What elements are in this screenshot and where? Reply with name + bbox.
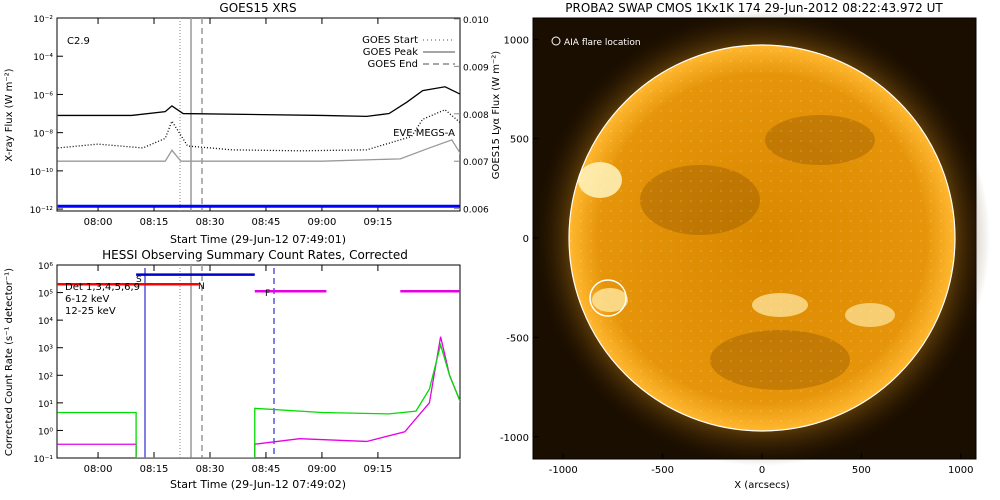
hessi-y-tick-label: 10³: [38, 345, 53, 355]
hessi-x-label: Start Time (29-Jun-12 07:49:02): [170, 478, 346, 491]
swap-flare-circle: [589, 279, 627, 317]
goes-x-tick-label: 09:00: [308, 217, 337, 228]
goes-panel: GOES15 XRS 08:00 08:15 08:30 08:45 09:00 09:1…: [4, 1, 502, 246]
goes-eve-label: EVE MEGS-A: [393, 128, 455, 139]
swap-legend-circle: [551, 36, 561, 46]
goes-y-tick-right-label: 0.008: [463, 111, 489, 121]
hessi-y-tick-label: 10²: [38, 372, 53, 382]
hessi-panel: HESSI Observing Summary Count Rates, Cor…: [4, 248, 461, 491]
swap-x-label: X (arcsecs): [734, 480, 790, 491]
goes-legend: GOES Start GOES Peak GOES End: [362, 35, 455, 70]
hessi-series-group: [57, 273, 460, 458]
hessi-series-6-12-kev: [57, 336, 460, 458]
swap-x-tick-label: 0: [759, 465, 765, 476]
hessi-y-label: Corrected Count Rate (s⁻¹ detector⁻¹): [4, 268, 15, 456]
goes-y-label: X-ray Flux (W m⁻²): [4, 68, 15, 161]
goes-series-long: [57, 86, 460, 118]
swap-x-axis: -1000 -500 0 500 1000: [549, 453, 973, 476]
swap-x-tick-label: 500: [852, 465, 871, 476]
goes-legend-peak: GOES Peak: [363, 47, 418, 58]
goes-y-tick-label: 10⁻¹²: [30, 206, 54, 216]
swap-y-tick-label: -1000: [500, 433, 529, 444]
goes-y-tick-right-label: 0.006: [463, 206, 489, 216]
goes-x-tick-label: 08:15: [140, 217, 169, 228]
swap-grid-overlay: [569, 45, 955, 431]
goes-x-tick-label: 09:15: [363, 217, 392, 228]
hessi-flag-f: F: [265, 289, 270, 299]
hessi-legend: Det 1,3,4,5,6,9 6-12 keV 12-25 keV: [65, 282, 140, 317]
swap-x-tick-label: -500: [651, 465, 674, 476]
swap-title: PROBA2 SWAP CMOS 1Kx1K 174 29-Jun-2012 0…: [565, 1, 943, 15]
hessi-x-tick-label: 09:15: [363, 464, 392, 475]
hessi-flag-s: S: [136, 275, 142, 285]
goes-x-tick-label: 08:45: [252, 217, 281, 228]
hessi-x-axis: 08:00 08:15 08:30 08:45 09:00 09:15: [84, 265, 392, 475]
hessi-x-tick-label: 08:15: [140, 464, 169, 475]
hessi-y-tick-label: 10⁰: [38, 427, 53, 437]
goes-legend-end: GOES End: [368, 59, 418, 70]
hessi-y-tick-label: 10⁵: [38, 290, 53, 300]
goes-x-label: Start Time (29-Jun-12 07:49:01): [170, 233, 346, 246]
swap-x-tick-label: 1000: [948, 465, 973, 476]
hessi-plot-frame: [56, 264, 461, 459]
hessi-x-tick-label: 09:00: [308, 464, 337, 475]
goes-series-group: [57, 86, 460, 208]
swap-limb: [568, 44, 956, 432]
swap-panel: AIA flare location PROBA2 SWAP CMOS 1Kx1…: [500, 1, 990, 491]
goes-y-tick-label: 10⁻⁸: [33, 130, 53, 140]
goes-y-tick-right-label: 0.009: [463, 63, 489, 73]
goes-y-tick-right-label: 0.010: [463, 16, 489, 26]
hessi-x-tick-label: 08:30: [196, 464, 225, 475]
goes-y-tick-right-label: 0.007: [463, 158, 489, 168]
swap-y-tick-label: -500: [506, 333, 529, 344]
hessi-series-12-25-kev: [57, 342, 460, 458]
goes-y-tick-label: 10⁻⁶: [33, 91, 53, 101]
hessi-x-tick-label: 08:00: [84, 464, 113, 475]
goes-plot-frame: [56, 17, 461, 212]
hessi-y-tick-label: 10⁻¹: [33, 455, 53, 465]
goes-y-tick-label: 10⁻⁴: [33, 53, 53, 63]
goes-x-tick-label: 08:00: [84, 217, 113, 228]
goes-x-axis: 08:00 08:15 08:30 08:45 09:00 09:15: [84, 18, 392, 228]
hessi-legend-low: 6-12 keV: [65, 294, 109, 305]
hessi-y-axis: 10⁻¹ 10⁰ 10¹ 10² 10³ 10⁴ 10⁵ 10⁶: [33, 262, 63, 465]
hessi-legend-high: 12-25 keV: [65, 306, 116, 317]
swap-y-tick-label: 500: [510, 135, 529, 146]
goes-y-axis: 10⁻¹² 10⁻¹⁰ 10⁻⁸ 10⁻⁶ 10⁻⁴ 10⁻²: [30, 15, 63, 216]
hessi-y-tick-label: 10⁴: [38, 317, 53, 327]
goes-class-label: C2.9: [67, 36, 90, 47]
swap-y-axis: -1000 -500 0 500 1000: [500, 35, 539, 444]
hessi-title: HESSI Observing Summary Count Rates, Cor…: [102, 248, 408, 262]
hessi-flag-n: N: [198, 282, 205, 292]
swap-legend-label: AIA flare location: [564, 38, 641, 48]
swap-y-tick-label: 0: [523, 234, 529, 245]
goes-y-axis-right: 0.006 0.007 0.008 0.009 0.010: [454, 16, 489, 216]
swap-y-tick-label: 1000: [504, 35, 529, 46]
goes-legend-start: GOES Start: [362, 35, 418, 46]
goes-title: GOES15 XRS: [219, 1, 296, 15]
hessi-y-tick-label: 10¹: [38, 400, 53, 410]
goes-y-tick-label: 10⁻²: [33, 15, 53, 25]
goes-series-lyman-alpha: [57, 139, 460, 162]
hessi-y-tick-label: 10⁶: [38, 262, 53, 272]
goes-y-tick-label: 10⁻¹⁰: [30, 168, 54, 178]
hessi-x-tick-label: 08:45: [252, 464, 281, 475]
swap-x-tick-label: -1000: [549, 465, 578, 476]
goes-y-label-right: GOES15 Lyα Flux (W m⁻²): [491, 51, 502, 179]
hessi-legend-det: Det 1,3,4,5,6,9: [65, 282, 140, 293]
goes-x-tick-label: 08:30: [196, 217, 225, 228]
